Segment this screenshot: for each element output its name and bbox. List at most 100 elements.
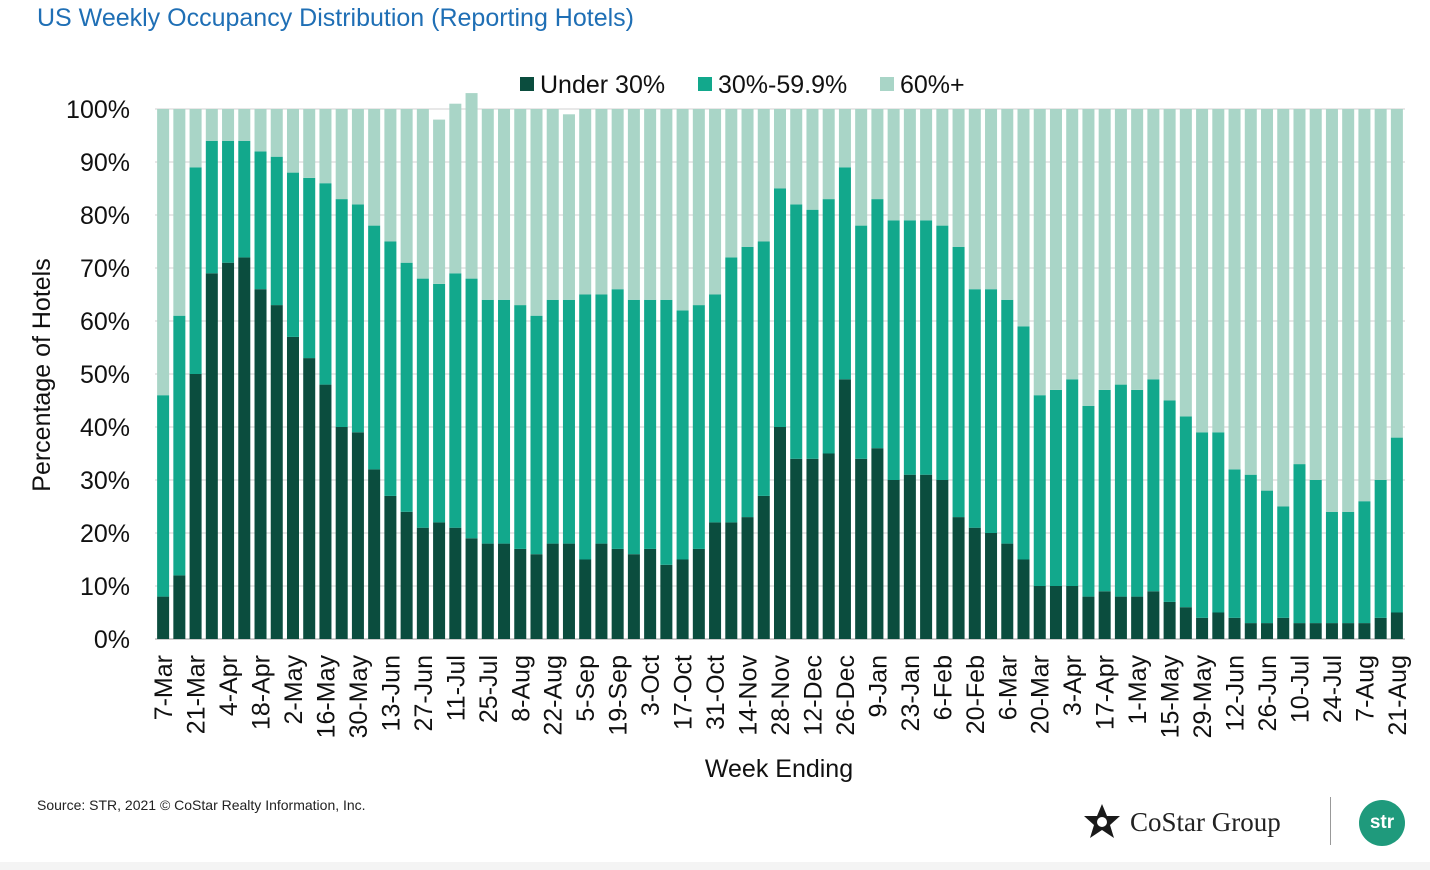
bar-segment-under-30 [173,575,186,639]
costar-group-logo: CoStar Group [1082,800,1281,844]
x-tick-label: 28-Nov [767,655,795,736]
legend-label: 60%+ [900,71,965,99]
x-tick-label: 15-May [1157,655,1185,739]
bar-segment-under-30 [822,453,835,639]
bar-segment-under-30 [692,548,705,639]
bar-segment-under-30 [319,384,332,639]
bar-segment-under-30 [709,522,722,639]
bar-segment-30-59 [1131,389,1144,597]
x-tick-label: 26-Dec [832,655,860,736]
bar-segment-60-plus [822,109,835,200]
bar-segment-60-plus [838,109,851,168]
bar-segment-30-59 [709,294,722,523]
x-tick-label: 16-May [312,655,340,739]
bar-segment-60-plus [1017,109,1030,327]
bar-segment-60-plus [1082,109,1095,406]
y-tick-label: 90% [80,149,130,177]
bar-segment-30-59 [286,172,299,337]
bar-segment-60-plus [416,109,429,279]
bar-segment-30-59 [157,395,170,597]
bar-segment-60-plus [319,109,332,184]
bar-segment-30-59 [351,204,364,433]
legend-label: Under 30% [540,71,665,99]
bar-segment-60-plus [1277,109,1290,507]
bar-segment-under-30 [416,527,429,639]
bar-segment-under-30 [530,554,543,639]
bar-segment-under-30 [773,427,787,639]
bar-segment-30-59 [1261,490,1274,624]
bar-segment-60-plus [1049,109,1062,390]
x-tick-label: 30-May [345,655,373,739]
x-tick-label: 17-Oct [670,655,698,730]
bar-segment-under-30 [611,548,624,639]
bar-segment-60-plus [611,109,624,290]
bar-segment-30-59 [1049,389,1062,586]
bar-segment-30-59 [1017,326,1030,560]
x-tick-label: 17-Apr [1092,655,1120,730]
bar-segment-30-59 [822,199,835,454]
bar-segment-under-30 [514,548,527,639]
x-tick-label: 7-Aug [1351,655,1379,722]
x-tick-label: 20-Feb [962,655,990,734]
bar-segment-30-59 [985,289,998,533]
bar-segment-under-30 [270,305,283,639]
bar-segment-60-plus [644,109,657,300]
bar-segment-30-59 [1114,384,1127,597]
bar-segment-60-plus [1066,109,1079,380]
bar-segment-60-plus [1001,109,1014,300]
bar-segment-30-59 [189,167,202,374]
x-tick-label: 2-May [280,655,308,725]
bar-segment-30-59 [644,299,657,549]
bar-segment-under-30 [644,548,657,639]
bar-segment-30-59 [1033,395,1046,586]
bar-segment-60-plus [254,109,267,152]
bar-segment-under-30 [1082,596,1095,639]
bar-segment-under-30 [562,543,575,639]
bar-segment-60-plus [1098,109,1111,390]
logo-divider [1330,797,1331,845]
y-tick-label: 100% [66,96,130,124]
bar-segment-60-plus [351,109,364,205]
bar-segment-60-plus [692,109,705,306]
y-tick-label: 30% [80,467,130,495]
bar-segment-under-30 [254,289,267,639]
bar-segment-30-59 [303,177,316,359]
bar-segment-60-plus [1131,109,1144,390]
bar-segment-under-30 [189,374,202,639]
bar-segment-under-30 [1390,612,1403,639]
bar-segment-60-plus [449,103,462,274]
bar-segment-under-30 [790,458,803,639]
bar-segment-30-59 [205,140,218,274]
bar-segment-under-30 [627,554,640,639]
bar-segment-30-59 [1325,511,1338,624]
bar-segment-60-plus [936,109,949,226]
bar-segment-30-59 [1179,416,1192,608]
y-tick-label: 20% [80,520,130,548]
bar-segment-30-59 [579,294,592,560]
x-tick-label: 4-Apr [215,655,243,716]
bar-segment-30-59 [855,225,868,459]
x-tick-label: 20-Mar [1027,655,1055,734]
bar-segment-under-30 [465,538,478,639]
bar-segment-under-30 [1228,617,1241,639]
bar-segment-under-30 [1114,596,1127,639]
x-tick-label: 22-Aug [540,655,568,736]
bar-segment-under-30 [368,469,381,639]
bar-segment-30-59 [222,140,235,263]
bar-segment-under-30 [335,427,348,639]
x-tick-label: 26-Jun [1254,655,1282,731]
bar-segment-60-plus [205,109,218,141]
bar-segment-30-59 [790,204,803,459]
x-tick-label: 21-Mar [183,655,211,734]
bar-segment-30-59 [903,220,916,475]
bar-segment-30-59 [952,246,965,518]
bar-segment-under-30 [498,543,511,639]
bar-segment-30-59 [562,299,575,544]
bar-segment-under-30 [920,474,933,639]
bar-segment-under-30 [1293,623,1306,639]
bar-segment-60-plus [400,109,413,263]
bar-segment-under-30 [238,257,251,639]
bar-segment-60-plus [238,109,251,141]
bar-segment-30-59 [1228,469,1241,618]
bar-segment-60-plus [806,109,819,210]
